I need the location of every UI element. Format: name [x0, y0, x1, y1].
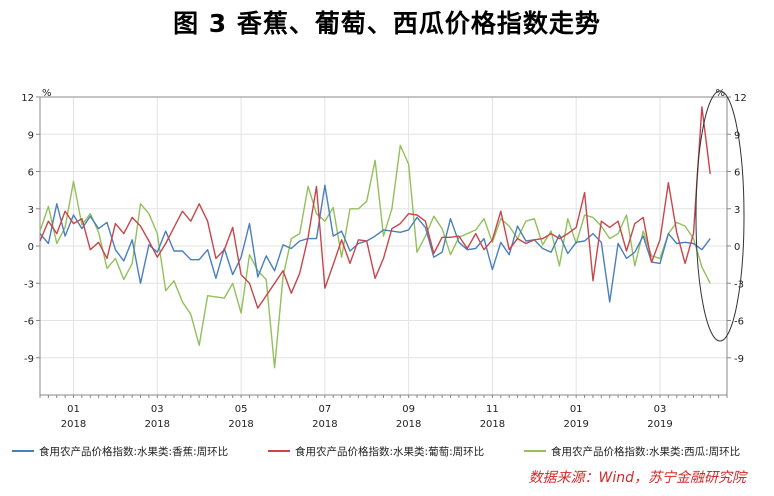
- x-tick-year: 2018: [396, 419, 421, 430]
- x-tick-month: 07: [318, 404, 331, 415]
- y-tick-label-left: 0: [28, 242, 34, 253]
- y-tick-label-right: 3: [734, 205, 740, 216]
- highlight-ellipse: [695, 90, 745, 342]
- y-unit-right: %: [715, 88, 725, 99]
- y-tick-label-right: -6: [734, 317, 744, 328]
- x-tick-year: 2018: [61, 419, 86, 430]
- x-tick-month: 05: [235, 404, 248, 415]
- x-tick-year: 2019: [563, 419, 588, 430]
- y-tick-label-right: 6: [734, 168, 740, 179]
- x-tick-month: 03: [151, 404, 164, 415]
- y-tick-label-right: 9: [734, 130, 740, 141]
- legend-label: 食用农产品价格指数:水果类:西瓜:周环比: [551, 445, 740, 458]
- x-tick-month: 01: [570, 404, 583, 415]
- x-tick-year: 2018: [145, 419, 170, 430]
- series-line-1: [39, 106, 711, 309]
- legend-label: 食用农产品价格指数:水果类:香蕉:周环比: [39, 445, 228, 458]
- series-lines: [39, 106, 711, 369]
- y-tick-label-left: 9: [28, 130, 34, 141]
- y-tick-label-left: 6: [28, 168, 34, 179]
- series-line-0: [39, 184, 711, 303]
- legend-label: 食用农产品价格指数:水果类:葡萄:周环比: [295, 445, 484, 458]
- axes: -9 -9-6 -6-3 -30 03 36 69 912 120120180320180520…: [21, 88, 746, 430]
- y-tick-label-right: 12: [734, 93, 747, 104]
- data-source-note: 数据来源：Wind，苏宁金融研究院: [528, 470, 747, 486]
- y-tick-label-right: -3: [734, 279, 744, 290]
- y-tick-label-right: -9: [734, 354, 744, 365]
- x-tick-month: 03: [654, 404, 667, 415]
- x-tick-year: 2018: [480, 419, 505, 430]
- y-tick-label-left: -6: [24, 317, 34, 328]
- legend: 食用农产品价格指数:水果类:香蕉:周环比 食用农产品价格指数:水果类:葡萄:周环比…: [12, 445, 740, 458]
- y-tick-label-right: 0: [734, 242, 740, 253]
- x-tick-year: 2019: [647, 419, 672, 430]
- x-tick-month: 11: [486, 404, 499, 415]
- x-tick-year: 2018: [228, 419, 253, 430]
- x-tick-year: 2018: [312, 419, 337, 430]
- y-tick-label-left: 12: [21, 93, 34, 104]
- y-tick-label-left: 3: [28, 205, 34, 216]
- grid-lines: [40, 96, 727, 395]
- y-tick-label-left: -3: [24, 279, 34, 290]
- chart-title: 图 3 香蕉、葡萄、西瓜价格指数走势: [173, 9, 601, 38]
- x-tick-month: 09: [402, 404, 415, 415]
- y-tick-label-left: -9: [24, 354, 34, 365]
- plot-frame: [39, 96, 728, 396]
- series-line-2: [39, 144, 711, 369]
- x-tick-month: 01: [67, 404, 80, 415]
- y-unit-left: %: [42, 88, 52, 99]
